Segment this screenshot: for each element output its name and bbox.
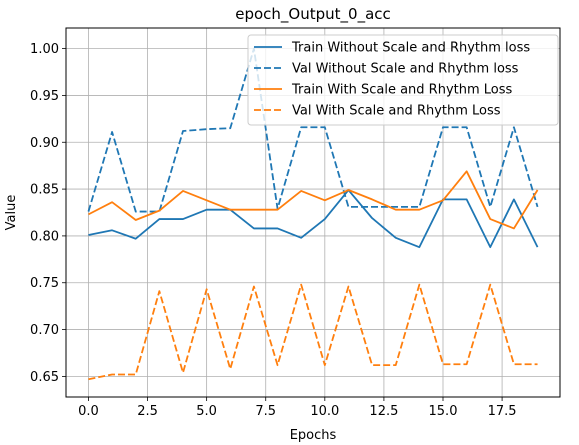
series-line-2 [87,47,539,213]
x-tick-label: 17.5 [488,404,517,419]
x-tick-label: 7.5 [255,404,276,419]
chart-title: epoch_Output_0_acc [235,5,391,24]
axis-ticks: 0.0 2.5 5.0 7.5 10.0 12.5 15.0 17.5 0.65 0.70 0.75… [30,42,517,419]
y-tick-label: 0.70 [30,323,59,338]
legend-label: Train Without Scale and Rhythm loss [291,41,530,56]
legend-label: Train With Scale and Rhythm Loss [291,83,513,98]
legend-label: Val With Scale and Rhythm Loss [292,104,501,119]
series-lines [87,47,539,381]
y-tick-label: 1.00 [30,42,59,57]
x-tick-label: 2.5 [137,404,158,419]
series-line-4 [88,283,538,381]
plot-frame [65,27,561,398]
legend-label: Val Without Scale and Rhythm loss [292,62,519,77]
x-tick-label: 15.0 [429,404,458,419]
y-axis-label: Value [4,195,19,231]
x-tick-label: 10.0 [310,404,339,419]
x-axis-label: Epochs [290,428,337,443]
x-tick-label: 5.0 [196,404,217,419]
y-tick-label: 0.80 [30,229,59,244]
y-tick-label: 0.65 [30,370,59,385]
x-tick-label: 0.0 [78,404,99,419]
y-tick-label: 0.75 [30,276,59,291]
series-line-3 [88,170,539,230]
y-tick-label: 0.90 [30,136,59,151]
legend: Train Without Scale and Rhythm loss Val W… [247,34,559,126]
y-tick-label: 0.95 [30,89,59,104]
legend-box [247,34,559,126]
y-tick-label: 0.85 [30,183,59,198]
x-tick-label: 12.5 [369,404,398,419]
series-line-1 [88,189,539,249]
